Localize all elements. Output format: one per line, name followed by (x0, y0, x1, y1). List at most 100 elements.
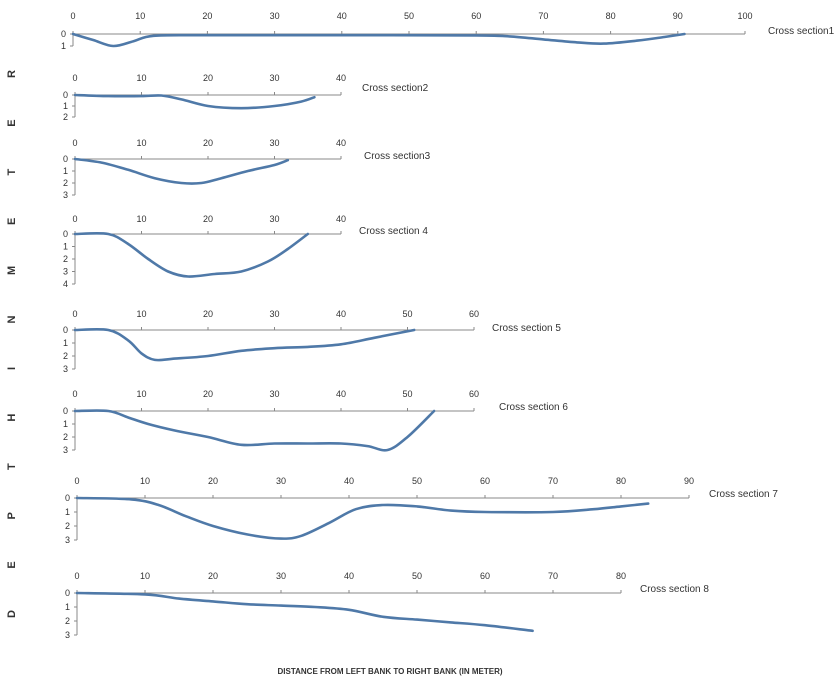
y-tick-label: 0 (63, 154, 68, 164)
y-tick-label: 0 (63, 229, 68, 239)
y-tick-label: 0 (63, 90, 68, 100)
x-tick-label: 40 (336, 214, 346, 224)
y-axis-label-letter: T (6, 463, 18, 470)
x-tick-label: 20 (203, 389, 213, 399)
x-tick-label: 50 (404, 11, 414, 21)
y-tick-label: 3 (63, 445, 68, 455)
y-tick-label: 2 (63, 254, 68, 264)
x-tick-label: 40 (344, 571, 354, 581)
x-tick-label: 50 (412, 476, 422, 486)
cross-section-profile-line (71, 32, 686, 48)
x-tick-label: 30 (276, 571, 286, 581)
cross-section-profile-line (73, 157, 290, 185)
y-tick-label: 1 (63, 338, 68, 348)
x-tick-label: 0 (72, 309, 77, 319)
x-tick-label: 30 (269, 138, 279, 148)
y-tick-label: 0 (65, 493, 70, 503)
y-tick-label: 1 (65, 507, 70, 517)
x-tick-label: 60 (471, 11, 481, 21)
x-tick-label: 10 (140, 571, 150, 581)
cross-section-panel: 0 10 20 30 40 0 1 2 3 Cross section3 (63, 138, 431, 200)
x-tick-label: 40 (336, 389, 346, 399)
x-tick-label: 10 (136, 73, 146, 83)
y-axis-label-letter: R (6, 70, 18, 78)
y-tick-label: 4 (63, 279, 68, 289)
cross-section-profile-line (73, 93, 316, 110)
cross-section-label: Cross section 7 (709, 489, 778, 500)
y-tick-label: 1 (63, 166, 68, 176)
x-tick-label: 10 (136, 138, 146, 148)
y-tick-label: 1 (63, 101, 68, 111)
x-tick-label: 70 (548, 571, 558, 581)
x-tick-label: 30 (276, 476, 286, 486)
x-tick-label: 0 (70, 11, 75, 21)
cross-section-label: Cross section 4 (359, 226, 428, 237)
x-tick-label: 30 (269, 73, 279, 83)
y-tick-label: 3 (63, 190, 68, 200)
y-axis-label-letter: P (6, 512, 18, 519)
x-tick-label: 70 (548, 476, 558, 486)
x-tick-label: 80 (606, 11, 616, 21)
y-tick-label: 1 (65, 602, 70, 612)
y-axis-label: R E T E M N I H T P E D (6, 70, 18, 618)
cross-section-profile-line (73, 327, 416, 362)
x-tick-label: 40 (336, 73, 346, 83)
y-tick-label: 3 (65, 630, 70, 640)
x-tick-label: 80 (616, 476, 626, 486)
y-tick-label: 0 (65, 588, 70, 598)
x-tick-label: 30 (269, 309, 279, 319)
x-tick-label: 10 (136, 389, 146, 399)
y-tick-label: 2 (63, 432, 68, 442)
y-tick-label: 3 (65, 535, 70, 545)
y-axis-label-letter: H (6, 414, 18, 422)
y-axis-label-letter: E (6, 119, 18, 126)
x-tick-label: 60 (480, 571, 490, 581)
x-tick-label: 50 (402, 389, 412, 399)
x-tick-label: 0 (74, 571, 79, 581)
x-tick-label: 40 (336, 138, 346, 148)
x-tick-label: 40 (336, 309, 346, 319)
y-axis-label-letter: N (6, 315, 18, 323)
x-tick-label: 30 (269, 389, 279, 399)
cross-section-label: Cross section3 (364, 151, 431, 162)
cross-section-panel: 0 10 20 30 40 50 60 0 1 2 3 Cross section 6 (63, 389, 568, 455)
x-tick-label: 50 (402, 309, 412, 319)
y-tick-label: 2 (63, 351, 68, 361)
cross-section-label: Cross section 6 (499, 402, 568, 413)
y-axis-label-letter: I (6, 367, 18, 370)
y-tick-label: 2 (63, 178, 68, 188)
y-axis-label-letter: D (6, 610, 18, 618)
x-tick-label: 0 (74, 476, 79, 486)
x-tick-label: 20 (203, 138, 213, 148)
cross-section-label: Cross section 5 (492, 323, 561, 334)
cross-section-panel: 0 10 20 30 40 50 60 0 1 2 3 Cross section 5 (63, 309, 561, 374)
x-tick-label: 30 (270, 11, 280, 21)
cross-section-profile-line (73, 409, 436, 452)
cross-section-profile-line (75, 496, 650, 540)
x-tick-label: 20 (203, 73, 213, 83)
cross-section-label: Cross section 8 (640, 584, 709, 595)
x-tick-label: 20 (208, 571, 218, 581)
x-tick-label: 20 (203, 309, 213, 319)
cross-section-label: Cross section2 (362, 83, 429, 94)
cross-section-profile-line (73, 231, 310, 278)
y-tick-label: 1 (63, 242, 68, 252)
x-tick-label: 10 (140, 476, 150, 486)
y-tick-label: 2 (63, 112, 68, 122)
y-axis-label-letter: M (6, 266, 18, 275)
x-tick-label: 20 (203, 214, 213, 224)
x-tick-label: 60 (469, 309, 479, 319)
cross-section-panel: 0 10 20 30 40 50 60 70 80 90 100 0 1 Cross section1 (61, 11, 835, 51)
x-tick-label: 60 (480, 476, 490, 486)
x-tick-label: 10 (136, 214, 146, 224)
x-tick-label: 0 (72, 389, 77, 399)
y-tick-label: 0 (63, 406, 68, 416)
x-axis-label: DISTANCE FROM LEFT BANK TO RIGHT BANK (I… (277, 667, 502, 676)
x-tick-label: 40 (344, 476, 354, 486)
x-tick-label: 50 (412, 571, 422, 581)
cross-section-label: Cross section1 (768, 26, 835, 37)
cross-section-profile-line (75, 591, 534, 633)
x-tick-label: 40 (337, 11, 347, 21)
